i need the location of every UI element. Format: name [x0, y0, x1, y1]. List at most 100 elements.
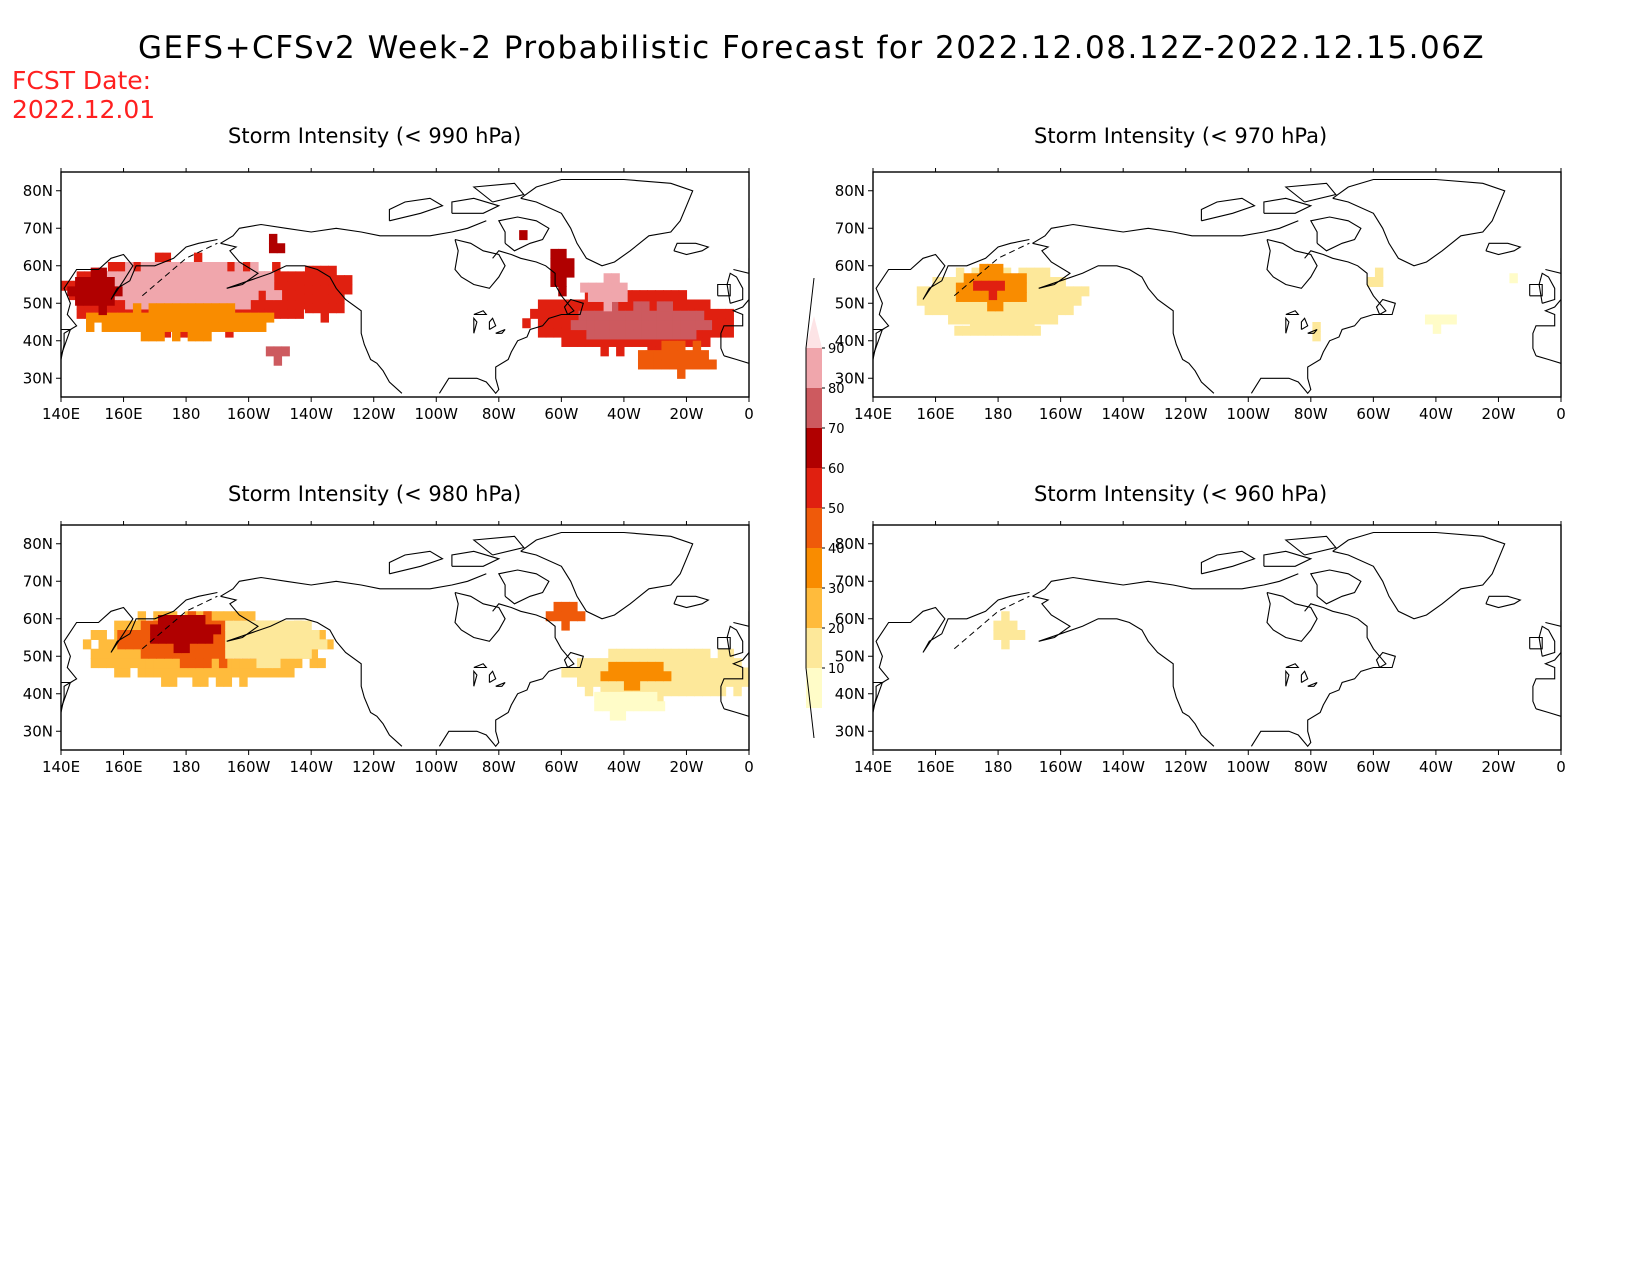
prob-cell — [594, 329, 603, 340]
prob-cell — [592, 676, 602, 687]
prob-cell — [561, 667, 570, 678]
prob-cell — [114, 620, 123, 631]
lon-label: 180 — [984, 758, 1013, 776]
prob-cell — [1026, 295, 1035, 306]
prob-cell — [287, 308, 297, 319]
prob-cell — [203, 322, 212, 332]
prob-cell — [603, 273, 612, 284]
lat-label: 30N — [835, 369, 865, 387]
prob-cell — [98, 286, 107, 297]
prob-cell — [971, 273, 980, 284]
prob-cell — [694, 676, 703, 687]
prob-cell — [272, 262, 281, 272]
prob-cell — [609, 320, 619, 331]
prob-cell — [187, 290, 197, 301]
colorbar-label: 70 — [828, 422, 845, 437]
prob-cell — [955, 267, 965, 278]
prob-cell — [187, 303, 197, 314]
prob-cell — [645, 350, 655, 361]
prob-cell — [75, 295, 84, 306]
prob-cell — [256, 658, 265, 669]
prob-cell — [1002, 267, 1012, 278]
prob-cell — [295, 630, 304, 640]
prob-cell — [90, 277, 100, 287]
lon-label: 100W — [415, 758, 459, 776]
prob-cell — [641, 701, 650, 712]
prob-cell — [162, 252, 172, 263]
prob-cell — [709, 667, 719, 678]
prob-cell — [75, 277, 84, 287]
prob-cell — [287, 648, 297, 659]
prob-cell — [203, 648, 212, 659]
prob-cell — [297, 275, 306, 286]
prob-cell — [609, 301, 619, 312]
lat-label: 60N — [23, 257, 53, 275]
prob-cell — [1041, 286, 1051, 297]
prob-cell — [661, 359, 670, 370]
prob-cell — [600, 658, 609, 669]
prob-cell — [272, 308, 281, 319]
prob-cell — [602, 701, 611, 712]
prob-cell — [317, 658, 326, 669]
prob-cell — [595, 292, 605, 302]
prob-cell — [187, 271, 197, 282]
prob-cell — [1312, 322, 1321, 332]
prob-cell — [90, 267, 100, 278]
prob-cell — [168, 667, 178, 678]
prob-cell — [309, 658, 319, 669]
prob-cell — [558, 248, 567, 259]
prob-cell — [1374, 277, 1384, 287]
prob-cell — [600, 686, 609, 697]
prob-cell — [661, 340, 670, 351]
prob-cell — [569, 337, 578, 347]
prob-cell — [1002, 305, 1012, 316]
prob-cell — [979, 273, 988, 284]
prob-cell — [633, 691, 642, 702]
lon-label: 0 — [744, 405, 754, 423]
lon-label: 40W — [607, 758, 641, 776]
prob-cell — [304, 265, 314, 276]
prob-cell — [207, 667, 217, 678]
prob-cell — [98, 648, 107, 659]
lat-label: 80N — [835, 535, 865, 553]
prob-cell — [670, 658, 680, 669]
prob-cell — [328, 265, 337, 276]
prob-cell — [114, 286, 123, 297]
prob-cell — [195, 262, 204, 272]
prob-cell — [242, 280, 251, 291]
prob-cell — [625, 310, 634, 321]
prob-cell — [68, 280, 78, 291]
prob-cell — [279, 299, 289, 310]
prob-cell — [1041, 314, 1051, 325]
prob-cell — [106, 286, 115, 297]
prob-cell — [106, 648, 115, 659]
prob-cell — [569, 611, 578, 622]
map-frame — [872, 524, 1562, 751]
prob-cell — [680, 329, 689, 340]
map-panel-970: 140E 160E 180 160W 140W 120W 100W 80W 60W 40W 20W 0… — [835, 168, 1566, 423]
prob-cell — [1001, 620, 1010, 631]
prob-cell — [623, 671, 633, 682]
coastline — [723, 355, 749, 364]
prob-cell — [977, 316, 987, 327]
prob-cell — [592, 299, 602, 310]
prob-cell — [1057, 295, 1066, 306]
prob-cell — [611, 292, 620, 302]
prob-cell — [979, 305, 988, 316]
prob-cell — [242, 322, 251, 332]
prob-cell — [678, 648, 688, 659]
prob-cell — [248, 648, 258, 659]
prob-cell — [311, 639, 320, 650]
prob-cell — [125, 639, 134, 650]
prob-cell — [609, 691, 619, 702]
prob-cell — [639, 686, 648, 697]
prob-cell — [558, 286, 567, 297]
coastline — [520, 178, 694, 267]
prob-cell — [234, 262, 243, 272]
prob-cell — [1374, 267, 1384, 278]
prob-cell — [962, 325, 971, 336]
prob-cell — [641, 691, 650, 702]
prob-cell — [164, 262, 173, 272]
lat-label: 30N — [23, 722, 53, 740]
prob-cell — [1049, 314, 1059, 325]
